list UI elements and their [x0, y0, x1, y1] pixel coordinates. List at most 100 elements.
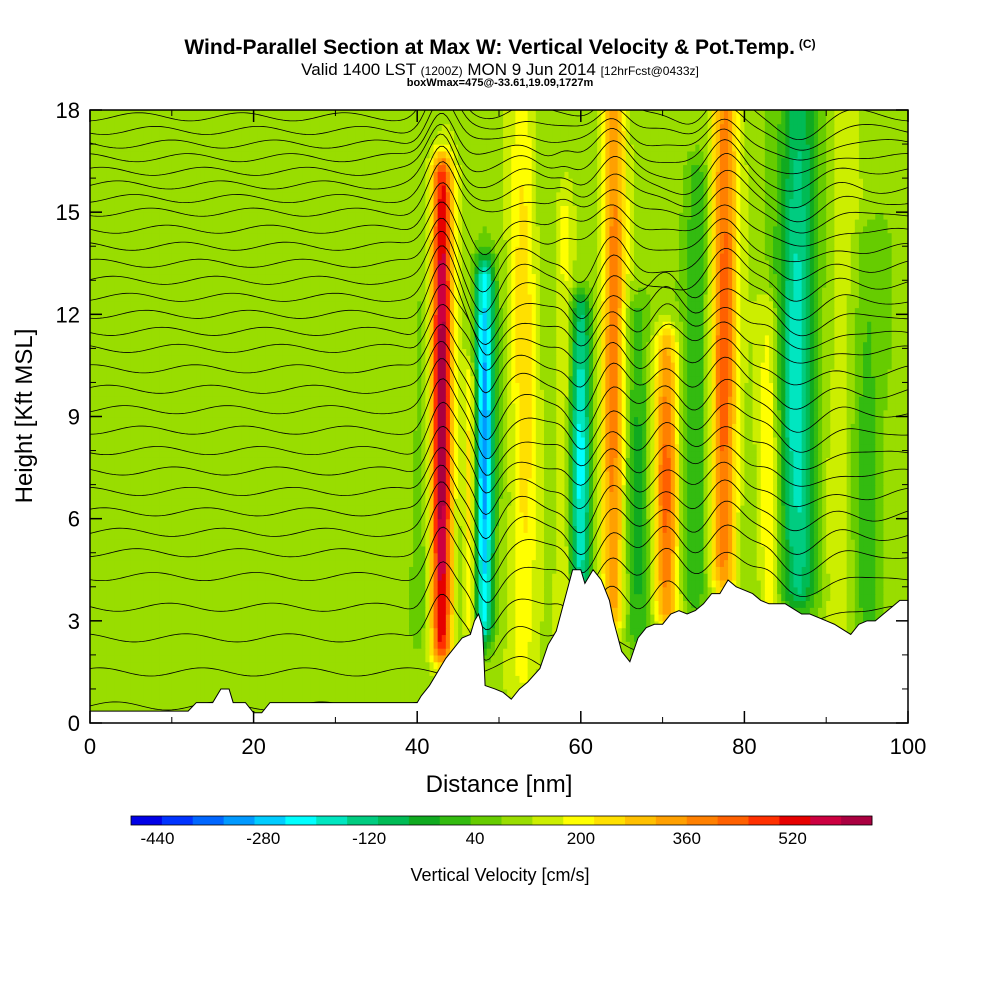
velocity-cell — [224, 559, 230, 567]
velocity-cell — [417, 682, 422, 690]
velocity-cell — [319, 688, 324, 697]
velocity-cell — [728, 566, 733, 574]
velocity-cell — [691, 600, 696, 608]
velocity-cell — [384, 688, 390, 697]
velocity-cell — [208, 627, 214, 636]
velocity-cell — [490, 648, 496, 656]
velocity-cell — [110, 600, 116, 608]
velocity-cell — [355, 675, 361, 683]
velocity-cell — [433, 566, 439, 574]
velocity-cell — [208, 688, 214, 697]
velocity-cell — [850, 552, 856, 561]
velocity-cell — [576, 552, 582, 561]
velocity-cell — [339, 682, 345, 690]
velocity-cell — [368, 668, 373, 676]
valid-time-utc: (1200Z) — [420, 64, 463, 78]
velocity-cell — [229, 559, 234, 567]
velocity-cell — [654, 552, 660, 561]
velocity-cell — [167, 614, 173, 622]
velocity-cell — [167, 702, 173, 710]
velocity-cell — [404, 607, 410, 615]
velocity-cell — [237, 600, 242, 608]
velocity-cell — [314, 614, 320, 622]
velocity-cell — [229, 586, 234, 595]
velocity-cell — [633, 627, 639, 636]
velocity-cell — [687, 559, 692, 567]
velocity-cell — [274, 552, 279, 561]
velocity-cell — [838, 586, 844, 595]
velocity-cell — [466, 559, 471, 567]
velocity-cell — [94, 573, 99, 581]
velocity-cell — [752, 573, 758, 581]
velocity-cell — [257, 675, 263, 683]
velocity-cell — [347, 675, 353, 683]
velocity-cell — [801, 600, 807, 608]
velocity-cell — [122, 600, 128, 608]
velocity-cell — [208, 559, 214, 567]
velocity-cell — [343, 627, 349, 636]
velocity-cell — [355, 593, 361, 601]
velocity-cell — [364, 682, 369, 690]
velocity-cell — [678, 600, 684, 608]
velocity-cell — [204, 593, 210, 601]
velocity-cell — [216, 661, 222, 670]
velocity-cell — [98, 668, 103, 676]
velocity-cell — [409, 648, 414, 656]
velocity-cell — [208, 614, 214, 622]
velocity-cell — [359, 593, 365, 601]
velocity-cell — [359, 573, 365, 581]
velocity-cell — [306, 573, 312, 581]
velocity-cell — [650, 586, 656, 595]
velocity-cell — [114, 648, 120, 656]
velocity-cell — [159, 566, 165, 574]
velocity-cell — [175, 593, 181, 601]
velocity-cell — [196, 607, 202, 615]
velocity-cell — [535, 573, 541, 581]
velocity-cell — [212, 641, 218, 649]
velocity-cell — [376, 682, 381, 690]
velocity-cell — [494, 607, 500, 615]
velocity-cell — [380, 668, 386, 676]
velocity-cell — [846, 620, 852, 629]
velocity-cell — [654, 579, 660, 588]
velocity-cell — [159, 688, 165, 697]
velocity-cell — [269, 668, 275, 676]
forecast-run: [12hrFcst@0433z] — [600, 64, 699, 78]
velocity-cell — [331, 552, 336, 561]
velocity-cell — [306, 552, 312, 561]
velocity-cell — [813, 593, 819, 601]
velocity-cell — [286, 668, 292, 676]
velocity-cell — [327, 559, 332, 567]
velocity-cell — [744, 552, 750, 561]
velocity-cell — [90, 675, 95, 683]
velocity-cell — [282, 627, 287, 636]
velocity-cell — [155, 620, 161, 629]
velocity-cell — [184, 702, 189, 710]
velocity-cell — [294, 579, 300, 588]
velocity-cell — [200, 675, 206, 683]
velocity-cell — [347, 654, 353, 663]
velocity-cell — [417, 579, 422, 588]
velocity-cell — [748, 552, 754, 561]
velocity-cell — [372, 688, 377, 697]
velocity-cell — [372, 641, 377, 649]
velocity-cell — [486, 600, 492, 608]
valid-time-local: Valid 1400 LST — [301, 60, 416, 79]
velocity-cell — [102, 668, 107, 676]
velocity-cell — [212, 573, 218, 581]
velocity-cell — [707, 552, 713, 561]
velocity-cell — [339, 552, 345, 561]
velocity-cell — [179, 641, 185, 649]
velocity-cell — [539, 559, 545, 567]
velocity-cell — [507, 614, 512, 622]
velocity-cell — [482, 634, 488, 642]
velocity-cell — [531, 586, 537, 595]
velocity-cell — [666, 559, 672, 567]
velocity-cell — [151, 641, 157, 649]
velocity-cell — [646, 620, 651, 629]
velocity-cell — [155, 559, 161, 567]
velocity-cell — [539, 620, 545, 629]
velocity-cell — [171, 648, 177, 656]
velocity-cell — [102, 688, 107, 697]
velocity-cell — [245, 586, 251, 595]
